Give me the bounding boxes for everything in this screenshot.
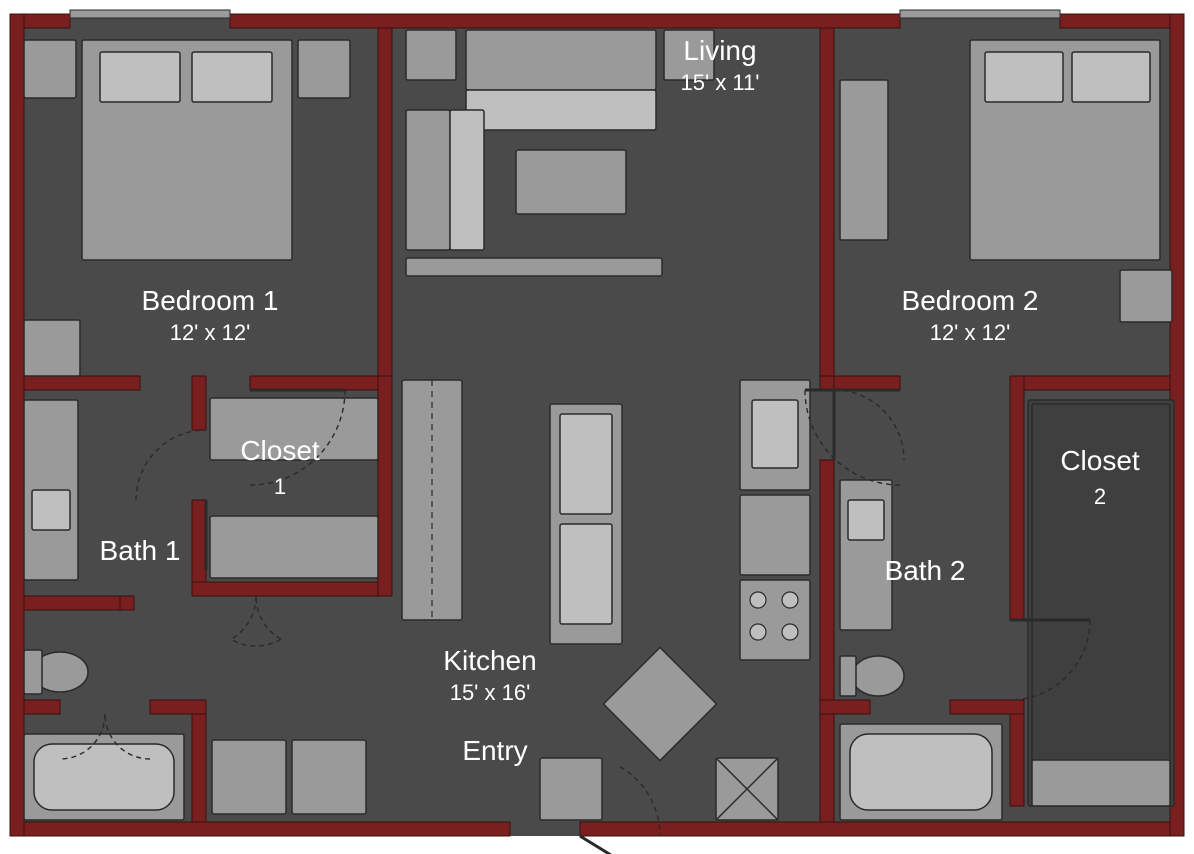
room-name: Bath 1: [100, 535, 181, 566]
room-name: Kitchen: [443, 645, 536, 676]
furniture-coffee-table: [516, 150, 626, 214]
room-name: Bedroom 1: [142, 285, 279, 316]
furniture-sink1: [32, 490, 70, 530]
furniture-toilet2-tank: [840, 656, 856, 696]
furniture-dresser-b2: [840, 80, 888, 240]
floor-plan: Bedroom 1 12' x 12' Living 15' x 11' Bedroom…: [0, 0, 1194, 854]
furniture-circle: [750, 592, 766, 608]
room-dimensions: 2: [1094, 484, 1106, 509]
furniture-toilet1-tank: [24, 650, 42, 694]
furniture-nightstand-b1-left: [24, 40, 76, 98]
room-name: Closet: [1060, 445, 1140, 476]
furniture-rect: [850, 734, 992, 810]
furniture-rect: [560, 414, 612, 514]
room-name: Bath 2: [885, 555, 966, 586]
room-dimensions: 15' x 16': [450, 680, 531, 705]
room-dimensions: 15' x 11': [681, 70, 760, 95]
furniture-loveseat-seat: [450, 110, 484, 250]
furniture-rect: [560, 524, 612, 624]
furniture-rect: [34, 744, 174, 810]
window: [900, 10, 1060, 18]
furniture-pillow-b2-2: [1072, 52, 1150, 102]
room-label-entry: Entry: [462, 735, 527, 766]
room-dimensions: 12' x 12': [170, 320, 251, 345]
room-dimensions: 12' x 12': [930, 320, 1011, 345]
furniture-pillow2: [192, 52, 272, 102]
room-name: Closet: [240, 435, 320, 466]
room-dimensions: 1: [274, 474, 286, 499]
furniture-circle: [782, 624, 798, 640]
room-label-bath1: Bath 1: [100, 535, 181, 566]
furniture-sink2: [848, 500, 884, 540]
furniture-washer: [212, 740, 286, 814]
room-name: Living: [683, 35, 756, 66]
furniture-sink: [752, 400, 798, 468]
furniture-ellipse: [852, 656, 904, 696]
room-label-bath2: Bath 2: [885, 555, 966, 586]
room-label-living: Living 15' x 11': [681, 35, 760, 95]
room-name: Bedroom 2: [902, 285, 1039, 316]
furniture-chair-b1: [24, 320, 80, 376]
furniture-sofa-top-seat: [466, 90, 656, 130]
furniture-nightstand-b2: [1120, 270, 1172, 322]
furniture-nightstand-b1-right: [298, 40, 350, 98]
furniture-sofa-top-back: [466, 30, 656, 90]
furniture-dryer: [292, 740, 366, 814]
furniture-range: [740, 580, 810, 660]
furniture-side-table-l1: [406, 30, 456, 80]
furniture-circle: [782, 592, 798, 608]
furniture-entry-cab: [540, 758, 602, 820]
room-label-kitchen: Kitchen 15' x 16': [443, 645, 536, 705]
furniture-pillow1: [100, 52, 180, 102]
room-name: Entry: [462, 735, 527, 766]
window: [70, 10, 230, 18]
furniture-closet1-shelf-bot: [210, 516, 378, 578]
furniture-closet2-shelf: [1032, 760, 1170, 806]
furniture-loveseat-back: [406, 110, 450, 250]
furniture-pillow-b2-1: [985, 52, 1063, 102]
furniture-counter: [740, 495, 810, 575]
furniture-circle: [750, 624, 766, 640]
furniture-rug-edge: [406, 258, 662, 276]
